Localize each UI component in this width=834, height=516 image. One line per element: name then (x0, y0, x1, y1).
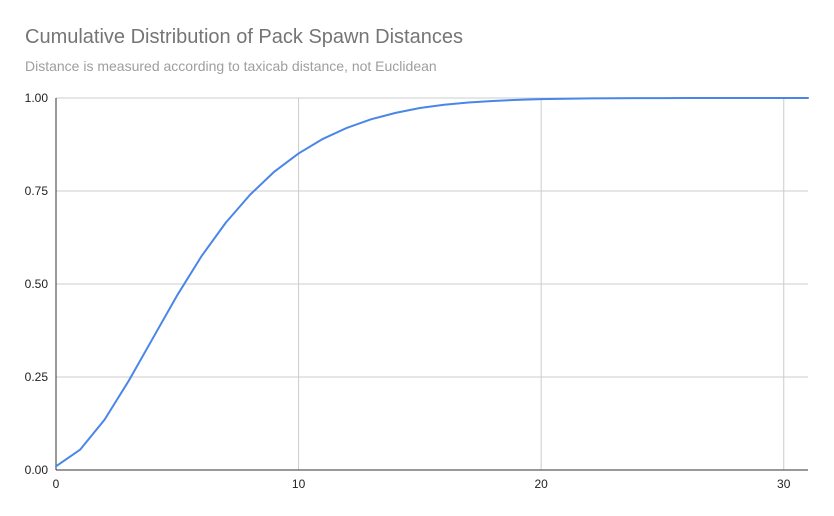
series-line (55, 97, 809, 468)
x-tick-label: 20 (534, 477, 548, 491)
chart-title: Cumulative Distribution of Pack Spawn Di… (25, 26, 463, 48)
y-tick-label: 0.50 (25, 277, 49, 291)
y-tick-label: 1.00 (25, 91, 49, 105)
y-tick-label: 0.00 (25, 463, 49, 477)
x-tick-label: 10 (292, 477, 306, 491)
y-tick-label: 0.25 (25, 370, 49, 384)
y-tick-label: 0.75 (25, 184, 49, 198)
x-tick-label: 0 (53, 477, 60, 491)
x-tick-label: 30 (777, 477, 791, 491)
chart-subtitle: Distance is measured according to taxica… (25, 58, 437, 74)
